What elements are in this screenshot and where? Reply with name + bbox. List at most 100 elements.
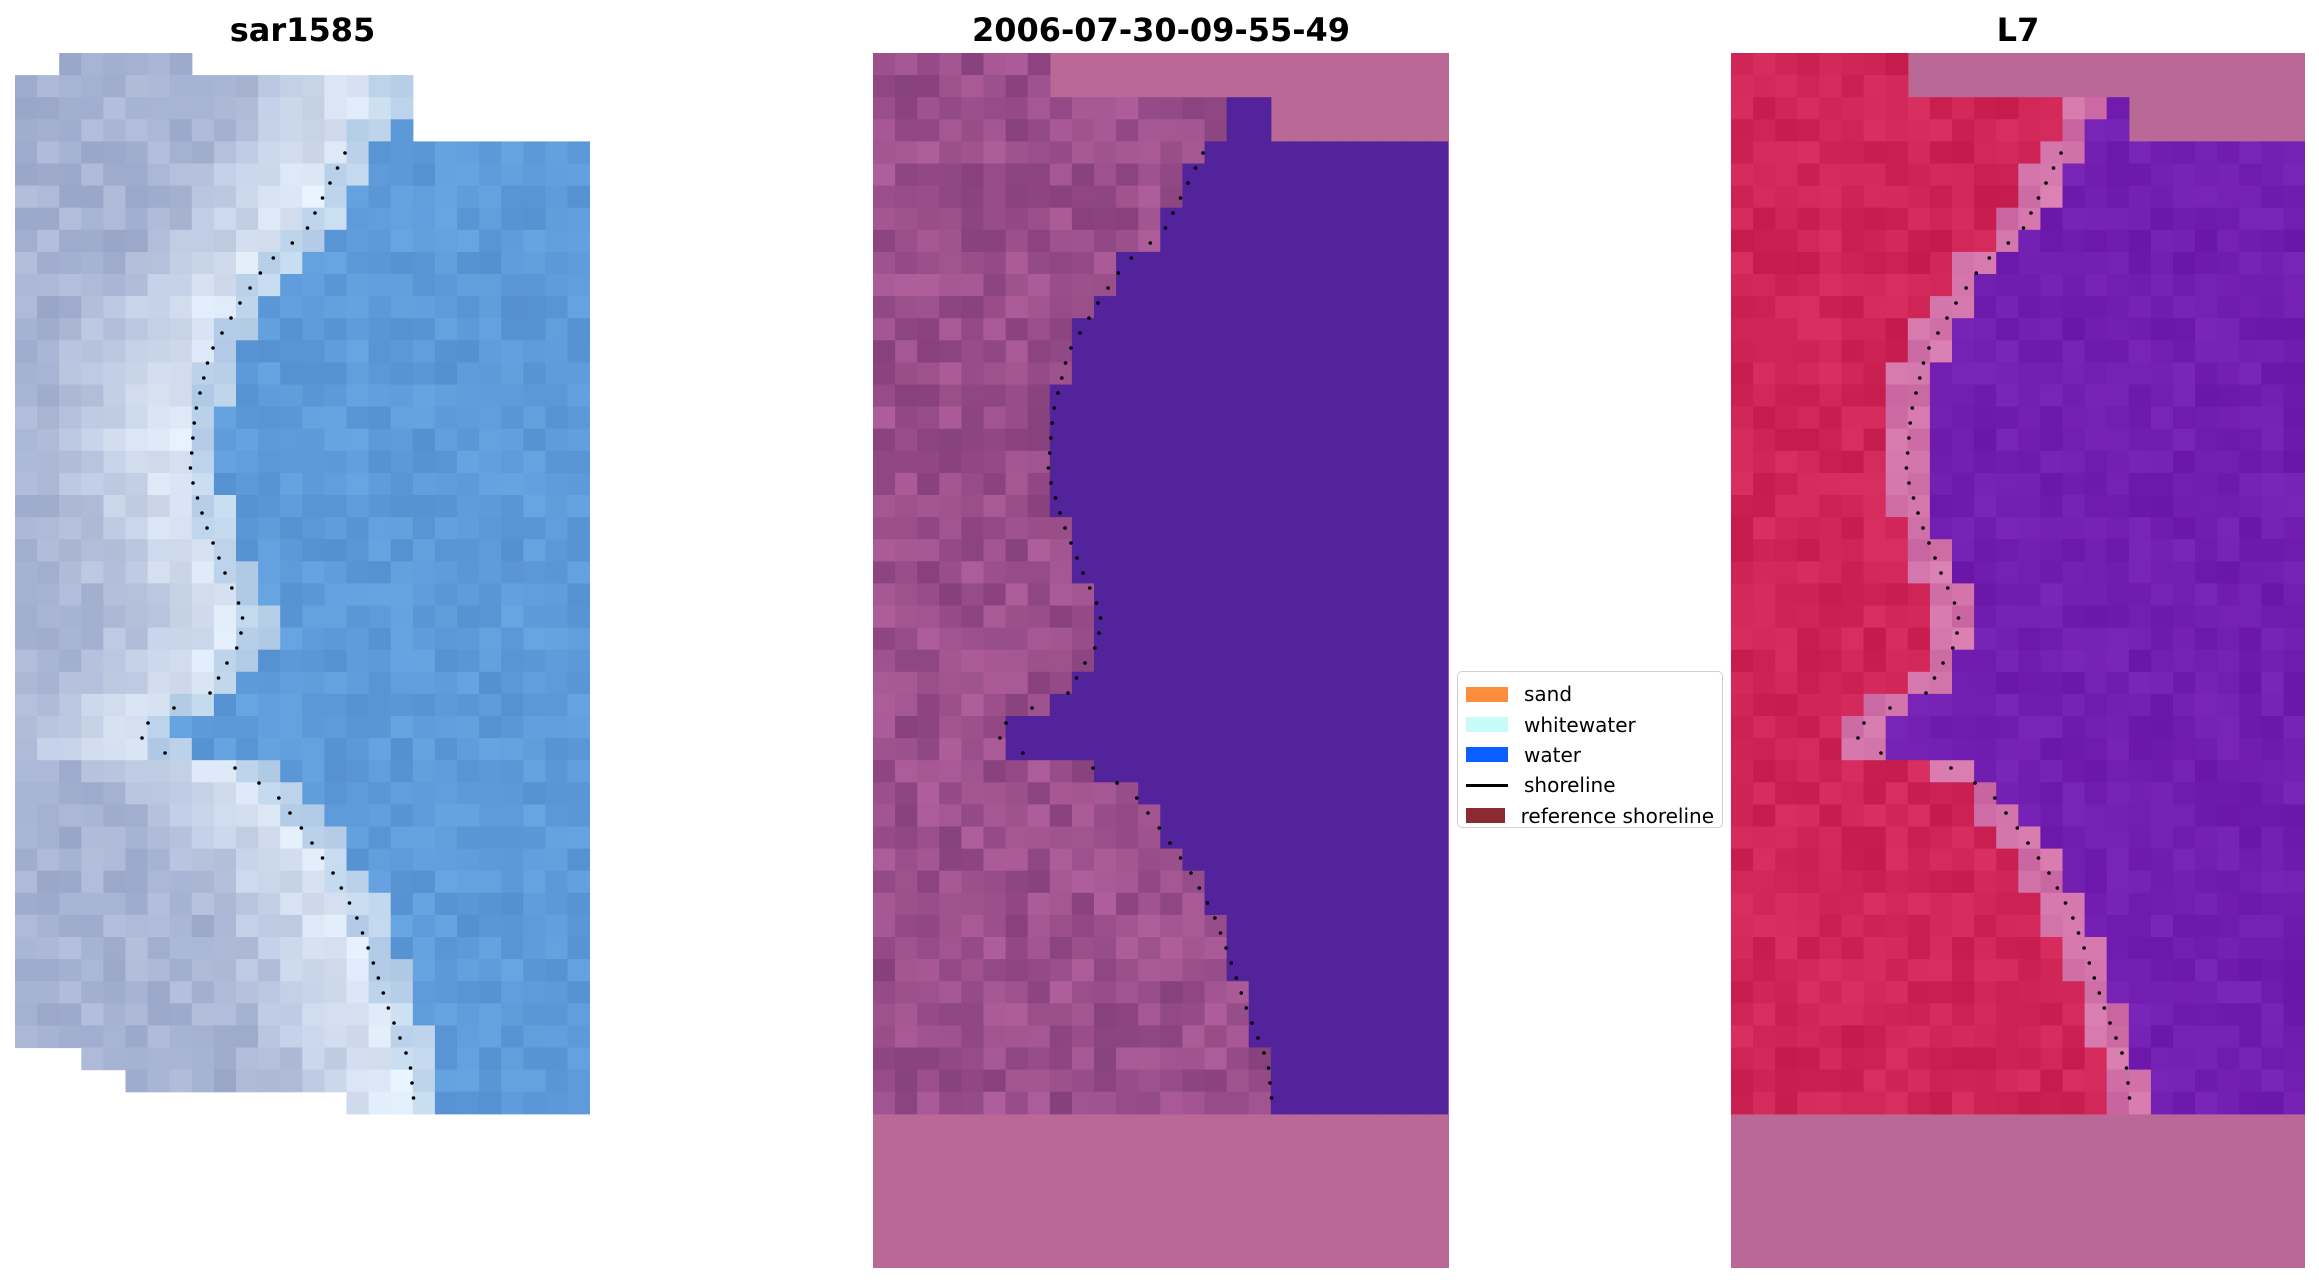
rgb-pixel: [567, 406, 590, 430]
index-pixel: [2106, 141, 2130, 165]
water-pixel: [1292, 693, 1316, 717]
index-pixel: [2040, 671, 2064, 695]
rgb-pixel: [236, 782, 259, 805]
rgb-pixel: [103, 119, 127, 142]
index-pixel: [2040, 627, 2064, 651]
land-pixel: [1116, 804, 1139, 828]
rgb-pixel: [37, 627, 60, 651]
land-pixel: [961, 870, 985, 894]
land-pixel: [1049, 848, 1073, 872]
water-pixel: [1094, 760, 1117, 783]
land-pixel: [1049, 649, 1073, 673]
index-pixel: [1775, 1003, 1798, 1026]
water-pixel: [1315, 472, 1338, 496]
rgb-pixel: [457, 870, 480, 894]
rgb-pixel: [280, 605, 303, 629]
index-pixel: [2173, 207, 2196, 231]
index-pixel: [2018, 251, 2041, 275]
rgb-pixel: [191, 1025, 215, 1049]
land-pixel: [983, 141, 1007, 165]
index-pixel: [1863, 782, 1887, 805]
shoreline-point: [1918, 376, 1922, 380]
water-pixel: [1071, 428, 1095, 452]
index-pixel: [2018, 693, 2041, 717]
rgb-pixel: [523, 362, 546, 386]
rgb-pixel: [346, 605, 370, 629]
rgb-pixel: [37, 959, 60, 982]
rgb-pixel: [280, 384, 303, 408]
index-pixel: [2062, 959, 2086, 982]
rgb-pixel: [567, 1003, 590, 1026]
land-pixel: [1049, 1069, 1073, 1093]
land-pixel: [1005, 870, 1029, 894]
shoreline-point: [2097, 991, 2102, 995]
rgb-pixel: [545, 539, 569, 562]
water-pixel: [1381, 1003, 1404, 1026]
water-pixel: [1226, 97, 1250, 120]
rgb-pixel: [390, 826, 414, 850]
water-pixel: [1359, 981, 1382, 1004]
land-pixel: [1138, 937, 1161, 960]
rgb-pixel: [457, 760, 480, 783]
index-pixel: [1819, 97, 1843, 120]
rgb-pixel: [346, 362, 370, 386]
land-pixel: [1071, 959, 1095, 982]
rgb-pixel: [81, 495, 104, 518]
shoreline-point: [386, 1006, 391, 1010]
index-pixel: [1952, 163, 1975, 187]
rgb-pixel: [346, 561, 370, 584]
land-pixel: [983, 119, 1007, 142]
rgb-pixel: [191, 870, 215, 894]
rgb-pixel: [213, 185, 237, 209]
rgb-pixel: [567, 959, 590, 982]
index-pixel: [1731, 428, 1754, 452]
index-pixel: [2150, 981, 2174, 1004]
rgb-pixel: [213, 163, 237, 187]
index-pixel: [1974, 1047, 1997, 1071]
water-pixel: [1381, 583, 1404, 607]
index-pixel: [1929, 406, 1953, 430]
index-pixel: [2173, 517, 2196, 540]
shoreline-point: [1927, 346, 1931, 350]
index-pixel: [2217, 848, 2240, 872]
water-pixel: [1381, 870, 1404, 894]
index-pixel: [2128, 539, 2152, 562]
index-pixel: [1885, 318, 1909, 341]
index-pixel: [1996, 229, 2019, 253]
land-pixel: [1204, 1025, 1228, 1049]
shoreline-point: [1250, 1021, 1254, 1025]
index-pixel: [1952, 981, 1975, 1004]
index-pixel: [1753, 1069, 1776, 1093]
index-pixel: [2128, 561, 2152, 584]
rgb-pixel: [302, 693, 325, 717]
rgb-pixel: [501, 914, 524, 938]
shoreline-point: [216, 676, 221, 680]
rgb-pixel: [125, 450, 149, 474]
land-pixel: [917, 959, 940, 982]
shoreline-point: [2026, 841, 2030, 845]
land-pixel: [1027, 583, 1051, 607]
legend-swatch-water: [1466, 747, 1508, 763]
shoreline-point: [288, 811, 292, 815]
index-pixel: [2040, 517, 2064, 540]
rgb-pixel: [346, 649, 370, 673]
rgb-pixel: [59, 870, 82, 894]
index-pixel: [1863, 384, 1887, 408]
index-pixel: [1797, 782, 1820, 805]
index-pixel: [1863, 251, 1887, 275]
rgb-pixel: [545, 1003, 569, 1026]
index-pixel: [1797, 583, 1820, 607]
index-pixel: [2128, 738, 2152, 761]
water-pixel: [1403, 738, 1427, 761]
land-pixel: [961, 848, 985, 872]
rgb-pixel: [147, 1003, 171, 1026]
index-pixel: [1929, 716, 1953, 739]
rgb-pixel: [59, 1025, 82, 1049]
index-pixel: [1819, 649, 1843, 673]
land-pixel: [983, 539, 1007, 562]
rgb-pixel: [280, 914, 303, 938]
land-pixel: [917, 75, 940, 98]
index-pixel: [2261, 760, 2285, 783]
rgb-pixel: [523, 848, 546, 872]
rgb-pixel: [523, 318, 546, 341]
